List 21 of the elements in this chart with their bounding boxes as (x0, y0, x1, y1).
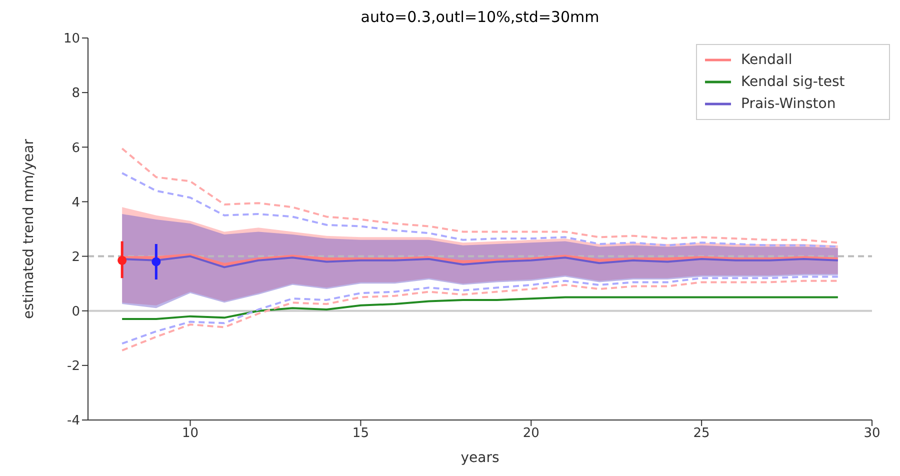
legend-label: Kendal sig-test (741, 74, 845, 90)
x-tick-label: 20 (522, 426, 540, 442)
legend-label: Kendall (741, 52, 792, 68)
x-tick-label: 30 (864, 426, 880, 442)
line-series (121, 296, 839, 320)
y-tick-label: 8 (72, 86, 80, 102)
x-axis-title: years (460, 450, 500, 466)
y-tick-label: 2 (72, 250, 80, 265)
x-tick-label: 10 (182, 426, 199, 442)
y-axis-title: estimated trend mm/year (20, 138, 37, 319)
y-tick-label: 4 (72, 195, 80, 210)
line-series (121, 148, 839, 244)
y-tick-label: 0 (72, 304, 80, 320)
chart-title: auto=0.3,outl=10%,std=30mm (360, 8, 600, 28)
y-tick-label: 6 (72, 140, 80, 156)
y-tick-label: 10 (63, 32, 80, 47)
x-tick-label: 15 (352, 426, 369, 442)
y-tick-label: -4 (67, 414, 80, 429)
y-tick-label: -2 (67, 359, 80, 374)
x-tick-label: 25 (693, 426, 710, 442)
legend-label: Prais-Winston (741, 96, 836, 112)
